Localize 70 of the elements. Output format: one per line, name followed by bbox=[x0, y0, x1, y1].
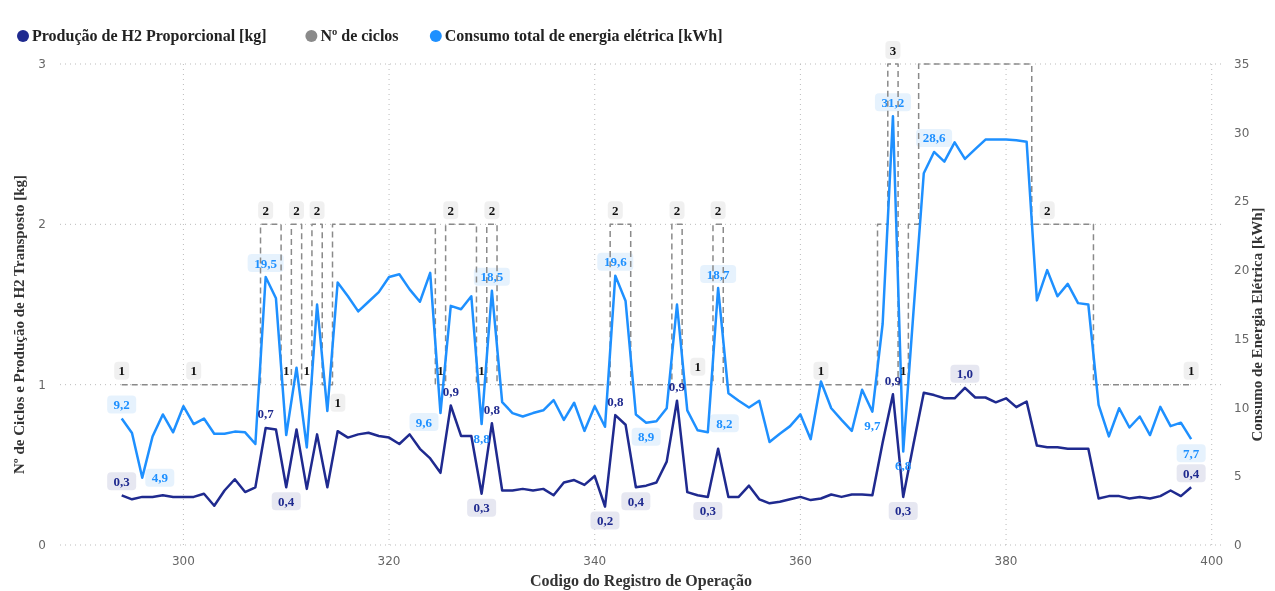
data-label: 4,9 bbox=[151, 470, 169, 486]
data-label: 1,0 bbox=[956, 366, 974, 382]
data-label: 31,2 bbox=[881, 94, 905, 110]
x-tick-label: 340 bbox=[583, 554, 607, 568]
data-label: 0,4 bbox=[1183, 465, 1200, 481]
data-label: 9,7 bbox=[864, 418, 881, 434]
data-label: 0,3 bbox=[699, 503, 717, 519]
data-label: 0,2 bbox=[596, 513, 614, 529]
data-label: 0,3 bbox=[113, 473, 131, 489]
y2-tick-label: 10 bbox=[1234, 400, 1250, 415]
data-label: 1 bbox=[694, 359, 702, 375]
y2-tick-label: 30 bbox=[1234, 125, 1250, 140]
y-axis-title: Nº de Ciclos e Produção de H2 Transposto [kg] bbox=[11, 174, 27, 475]
data-label: 8,2 bbox=[716, 415, 733, 431]
data-label: 2 bbox=[714, 202, 722, 218]
data-label: 0,4 bbox=[278, 493, 295, 509]
data-label: 9,2 bbox=[113, 397, 130, 413]
legend-label: Nº de ciclos bbox=[320, 27, 399, 44]
y-tick-label: 3 bbox=[38, 57, 46, 71]
data-label: 8,9 bbox=[638, 429, 655, 445]
data-label: 1 bbox=[817, 363, 825, 379]
data-label: 18,5 bbox=[480, 269, 504, 285]
y-tick-label: 1 bbox=[38, 377, 46, 392]
y2-tick-label: 20 bbox=[1234, 263, 1250, 278]
data-label: 0,4 bbox=[627, 493, 645, 509]
data-label: 1 bbox=[282, 363, 290, 379]
data-label: 2 bbox=[262, 202, 269, 218]
data-label: 3 bbox=[889, 42, 897, 58]
data-label: 0,3 bbox=[895, 503, 912, 519]
data-label: 18,7 bbox=[706, 266, 730, 282]
data-label: 1 bbox=[437, 363, 444, 379]
x-axis-title: Codigo do Registro de Operação bbox=[530, 572, 752, 590]
x-tick-label: 400 bbox=[1200, 554, 1224, 568]
data-label: 2 bbox=[673, 202, 681, 218]
x-tick-label: 380 bbox=[994, 554, 1018, 568]
y2-tick-label: 0 bbox=[1234, 538, 1242, 552]
data-label: 19,5 bbox=[254, 255, 278, 271]
x-tick-label: 320 bbox=[377, 554, 401, 568]
data-label: 0,9 bbox=[442, 384, 460, 400]
x-tick-label: 300 bbox=[171, 554, 195, 568]
legend-label: Consumo total de energia elétrica [kWh] bbox=[444, 27, 723, 45]
x-tick-label: 360 bbox=[788, 554, 812, 568]
data-label: 7,7 bbox=[1183, 445, 1200, 461]
y-tick-label: 2 bbox=[38, 217, 46, 232]
y2-axis-title: Consumo de Energia Elétrica [kWh] bbox=[1249, 207, 1265, 442]
y2-tick-label: 15 bbox=[1234, 331, 1250, 346]
data-label: 0,3 bbox=[473, 500, 491, 516]
data-label: 1 bbox=[478, 363, 485, 379]
data-label: 9,6 bbox=[415, 414, 433, 430]
y2-tick-label: 35 bbox=[1234, 57, 1250, 71]
data-label: 1 bbox=[899, 363, 907, 379]
data-label: 2 bbox=[447, 202, 455, 218]
data-label: 0,8 bbox=[483, 401, 501, 417]
y2-tick-label: 25 bbox=[1234, 194, 1250, 209]
data-label: 1 bbox=[303, 363, 311, 379]
data-label: 1 bbox=[334, 395, 342, 411]
y2-tick-label: 5 bbox=[1234, 469, 1242, 484]
data-label: 2 bbox=[612, 202, 619, 218]
data-label: 19,6 bbox=[603, 254, 628, 270]
y-tick-label: 0 bbox=[38, 538, 46, 552]
data-label: 2 bbox=[293, 202, 300, 218]
legend-label: Produção de H2 Proporcional [kg] bbox=[32, 27, 267, 45]
data-label: 2 bbox=[488, 202, 496, 218]
data-label: 0,7 bbox=[257, 406, 275, 422]
data-label: 2 bbox=[1043, 202, 1051, 218]
data-label: 1 bbox=[190, 363, 197, 379]
data-label: 28,6 bbox=[922, 130, 946, 146]
data-label: 1 bbox=[118, 363, 125, 379]
data-label: 1 bbox=[1187, 363, 1195, 379]
data-label: 2 bbox=[313, 202, 321, 218]
